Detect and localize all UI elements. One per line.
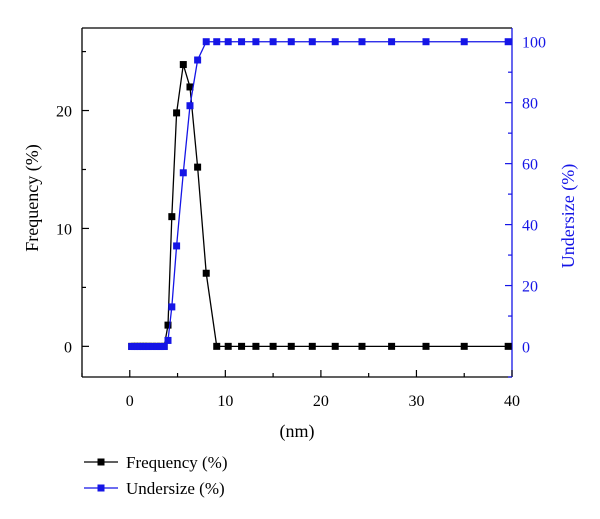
series-1-point: [224, 342, 232, 350]
series-2-point: [269, 38, 277, 46]
series-2-point: [168, 303, 176, 311]
x-tick-label: 40: [504, 393, 520, 410]
series-1-point: [308, 342, 316, 350]
series-2-point: [186, 102, 194, 110]
series-2-point: [252, 38, 260, 46]
y-left-tick-label: 0: [64, 339, 72, 356]
series-2-point: [173, 242, 181, 250]
x-tick-label: 30: [408, 393, 424, 410]
series-2-point: [287, 38, 295, 46]
legend-marker-2: [97, 484, 105, 492]
series-1-point: [213, 342, 221, 350]
series-1-point: [164, 321, 172, 329]
y-axis-left-title: Frequency (%): [22, 144, 43, 251]
y-axis-left: 0 10 20: [56, 50, 89, 356]
x-tick-label: 0: [126, 393, 134, 410]
series-1-point: [202, 269, 210, 277]
series-1-point: [331, 342, 339, 350]
legend: Frequency (%) Undersize (%): [84, 453, 228, 498]
y-left-tick-label: 20: [56, 104, 72, 121]
series-layer: [128, 38, 512, 351]
series-2-point: [308, 38, 316, 46]
series-2-point: [358, 38, 366, 46]
legend-label-2: Undersize (%): [126, 479, 225, 498]
series-2-point: [164, 336, 172, 344]
series-2-point: [202, 38, 210, 46]
series-2-point: [238, 38, 246, 46]
y-right-tick-label: 40: [522, 218, 538, 235]
x-tick-label: 20: [313, 393, 329, 410]
series-1-point: [287, 342, 295, 350]
plot-frame: [81, 27, 513, 378]
y-right-tick-label: 20: [522, 279, 538, 296]
series-2-point: [145, 343, 153, 351]
x-axis-title: (nm): [280, 421, 315, 442]
series-1-point: [422, 342, 430, 350]
y-right-tick-label: 80: [522, 96, 538, 113]
series-1-point: [179, 61, 187, 69]
series-1-point: [460, 342, 468, 350]
y-axis-right: 0 20 40 60 80 100: [505, 35, 546, 378]
series-1-point: [269, 342, 277, 350]
series-2-point: [153, 343, 161, 351]
series-1-point: [388, 342, 396, 350]
x-tick-label: 10: [217, 393, 233, 410]
series-2-point: [224, 38, 232, 46]
series-1-point: [173, 109, 181, 117]
series-1-point: [358, 342, 366, 350]
y-left-tick-label: 10: [56, 221, 72, 238]
series-2-point: [331, 38, 339, 46]
series-2-point: [504, 38, 512, 46]
legend-marker-1: [97, 458, 105, 466]
series-2-point: [460, 38, 468, 46]
series-1-point: [504, 342, 512, 350]
series-2-point: [213, 38, 221, 46]
series-1-point: [168, 213, 176, 221]
series-1-point: [186, 83, 194, 91]
series-2-point: [149, 343, 157, 351]
series-2-point: [388, 38, 396, 46]
x-axis: 0 10 20 30 40: [81, 370, 520, 410]
y-right-tick-label: 100: [522, 35, 546, 52]
series-1-point: [252, 342, 260, 350]
series-2-point: [422, 38, 430, 46]
y-axis-right-title: Undersize (%): [558, 164, 579, 268]
series-1-point: [238, 342, 246, 350]
series-1-point: [194, 163, 202, 171]
y-right-tick-label: 0: [522, 340, 530, 357]
series-2-point: [156, 343, 164, 351]
series-2-point: [194, 56, 202, 64]
y-right-tick-label: 60: [522, 157, 538, 174]
legend-label-1: Frequency (%): [126, 453, 228, 472]
series-2-point: [160, 343, 168, 351]
series-2-point: [179, 169, 187, 177]
